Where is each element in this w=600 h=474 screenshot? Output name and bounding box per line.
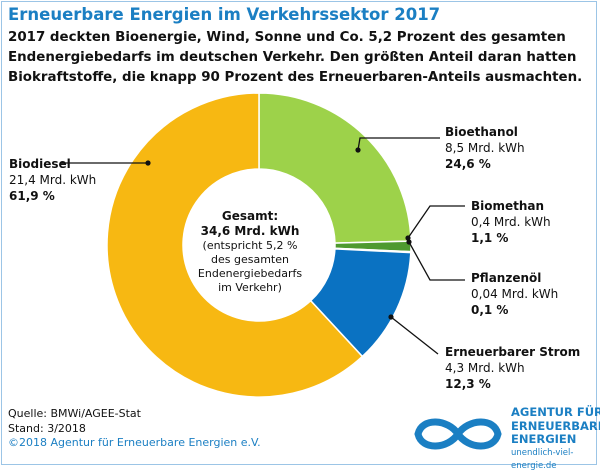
footer: Quelle: BMWi/AGEE-Stat Stand: 3/2018 ©20… bbox=[8, 407, 261, 451]
center-note-4: im Verkehr) bbox=[218, 281, 282, 294]
center-total-label: Gesamt: bbox=[221, 209, 279, 223]
leader-line-pflanzen-l bbox=[408, 241, 465, 281]
label-biomethan-percent: 1,1 % bbox=[471, 231, 509, 245]
label-bioethanol-name: Bioethanol bbox=[445, 125, 518, 139]
label-bioethanol-value: 8,5 Mrd. kWh bbox=[445, 141, 525, 155]
subtitle-line-3: Biokraftstoffe, die knapp 90 Prozent des… bbox=[8, 70, 583, 85]
center-note-1: (entspricht 5,2 % bbox=[202, 239, 298, 252]
logo-line-3: ENERGIEN bbox=[511, 432, 577, 446]
infinity-logo-icon bbox=[414, 418, 502, 450]
label-biodiesel-value: 21,4 Mrd. kWh bbox=[9, 173, 97, 187]
leader-line-bioethanol bbox=[357, 137, 440, 151]
chart-title: Erneuerbare Energien im Verkehrssektor 2… bbox=[8, 5, 441, 24]
leader-lines bbox=[60, 137, 465, 355]
label-biodiesel-name: Biodiesel bbox=[9, 157, 71, 171]
center-note-2: des gesamten bbox=[211, 253, 289, 266]
label-pflanzenoel-value: 0,04 Mrd. kWh bbox=[471, 287, 559, 301]
chart-frame bbox=[1, 1, 597, 465]
leader-dot-bioethanol bbox=[355, 147, 361, 153]
label-erneuerbarer-strom: Erneuerbarer Strom 4,3 Mrd. kWh 12,3 % bbox=[445, 344, 580, 392]
label-bioethanol-percent: 24,6 % bbox=[445, 157, 491, 171]
label-bioethanol: Bioethanol 8,5 Mrd. kWh 24,6 % bbox=[445, 124, 525, 172]
logo-line-1: AGENTUR FÜR bbox=[511, 405, 600, 419]
center-note-3: Endenergiebedarfs bbox=[197, 267, 303, 280]
leader-dot-erneuerbarer-strom bbox=[388, 314, 394, 320]
logo-url: unendlich-viel-energie.de bbox=[511, 447, 574, 472]
label-strom-name: Erneuerbarer Strom bbox=[445, 345, 581, 359]
agency-logo-text: AGENTUR FÜR ERNEUERBARE ENERGIEN unendli… bbox=[511, 405, 600, 474]
center-total-value: 34,6 Mrd. kWh bbox=[200, 224, 300, 238]
leader-line-biomethan bbox=[407, 205, 465, 239]
leader-dot-biomethan bbox=[405, 235, 411, 241]
footer-stand: Stand: 3/2018 bbox=[8, 421, 86, 435]
label-pflanzenoel-name: Pflanzenöl bbox=[471, 271, 542, 285]
label-strom-percent: 12,3 % bbox=[445, 377, 491, 391]
leader-line-erneuerbarer-strom bbox=[390, 316, 439, 355]
label-biodiesel: Biodiesel 21,4 Mrd. kWh 61,9 % bbox=[9, 156, 96, 204]
label-biomethan: Biomethan 0,4 Mrd. kWh 1,1 % bbox=[471, 198, 551, 246]
label-pflanzenoel-percent: 0,1 % bbox=[471, 303, 509, 317]
label-biomethan-value: 0,4 Mrd. kWh bbox=[471, 215, 551, 229]
label-biomethan-name: Biomethan bbox=[471, 199, 545, 213]
chart-subtitle: 2017 deckten Bioenergie, Wind, Sonne und… bbox=[8, 28, 593, 88]
donut-center-label: Gesamt: 34,6 Mrd. kWh (entspricht 5,2 % … bbox=[182, 209, 318, 295]
footer-source: Quelle: BMWi/AGEE-Stat bbox=[8, 407, 141, 420]
logo-line-2: ERNEUERBARE bbox=[511, 418, 600, 433]
subtitle-line-1: 2017 deckten Bioenergie, Wind, Sonne und… bbox=[8, 30, 566, 45]
donut-hole bbox=[183, 169, 335, 321]
label-biodiesel-percent: 61,9 % bbox=[9, 189, 55, 203]
leader-dot-pflanzen-l bbox=[406, 239, 412, 245]
subtitle-line-2: Endenergiebedarfs im deutschen Verkehr. … bbox=[8, 50, 577, 65]
donut-slices bbox=[106, 92, 412, 398]
label-pflanzenoel: Pflanzenöl 0,04 Mrd. kWh 0,1 % bbox=[471, 270, 558, 318]
label-strom-value: 4,3 Mrd. kWh bbox=[445, 361, 525, 375]
leader-dot-biodiesel bbox=[145, 160, 151, 166]
footer-copyright: ©2018 Agentur für Erneuerbare Energien e… bbox=[8, 436, 261, 449]
